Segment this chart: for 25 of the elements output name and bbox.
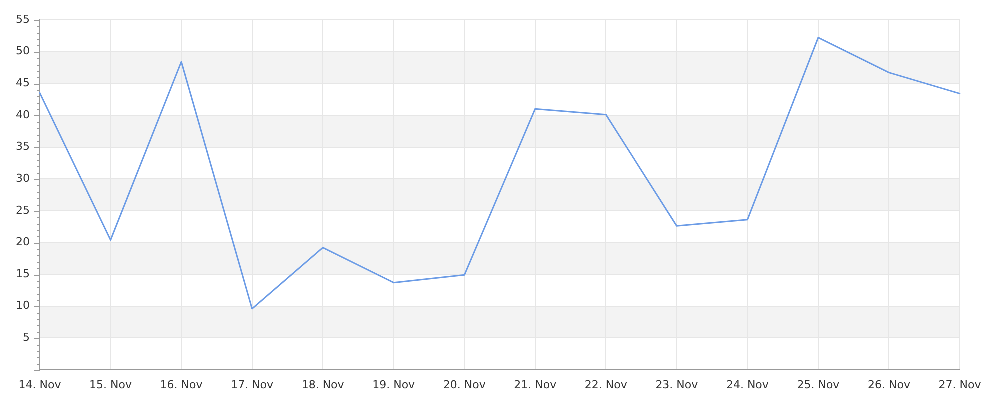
y-tick-label: 45 (16, 76, 30, 90)
x-tick-label: 25. Nov (797, 378, 840, 392)
x-tick-label: 27. Nov (938, 378, 982, 392)
y-tick-label: 40 (16, 108, 30, 122)
y-tick-label: 25 (16, 204, 30, 217)
y-tick-label: 5 (23, 331, 30, 344)
x-tick-label: 23. Nov (656, 378, 699, 392)
x-tick-label: 22. Nov (584, 378, 628, 392)
x-tick-label: 14. Nov (18, 378, 62, 392)
x-tick-label: 19. Nov (372, 378, 416, 392)
y-tick-label: 55 (16, 12, 30, 26)
y-tick-label: 10 (16, 299, 30, 312)
x-tick-label: 26. Nov (868, 378, 911, 392)
x-tick-label: 17. Nov (231, 378, 274, 392)
x-tick-label: 18. Nov (302, 378, 345, 392)
y-tick-label: 30 (16, 172, 30, 185)
y-tick-label: 15 (16, 267, 30, 280)
x-tick-label: 20. Nov (443, 378, 486, 392)
x-tick-label: 15. Nov (90, 378, 132, 392)
x-tick-label: 16. Nov (160, 378, 204, 392)
x-tick-label: 24. Nov (726, 378, 770, 392)
y-tick-label: 20 (16, 236, 30, 249)
y-tick-label: 35 (16, 140, 30, 154)
y-tick-label: 50 (16, 44, 30, 58)
x-tick-label: 21. Nov (514, 378, 558, 392)
